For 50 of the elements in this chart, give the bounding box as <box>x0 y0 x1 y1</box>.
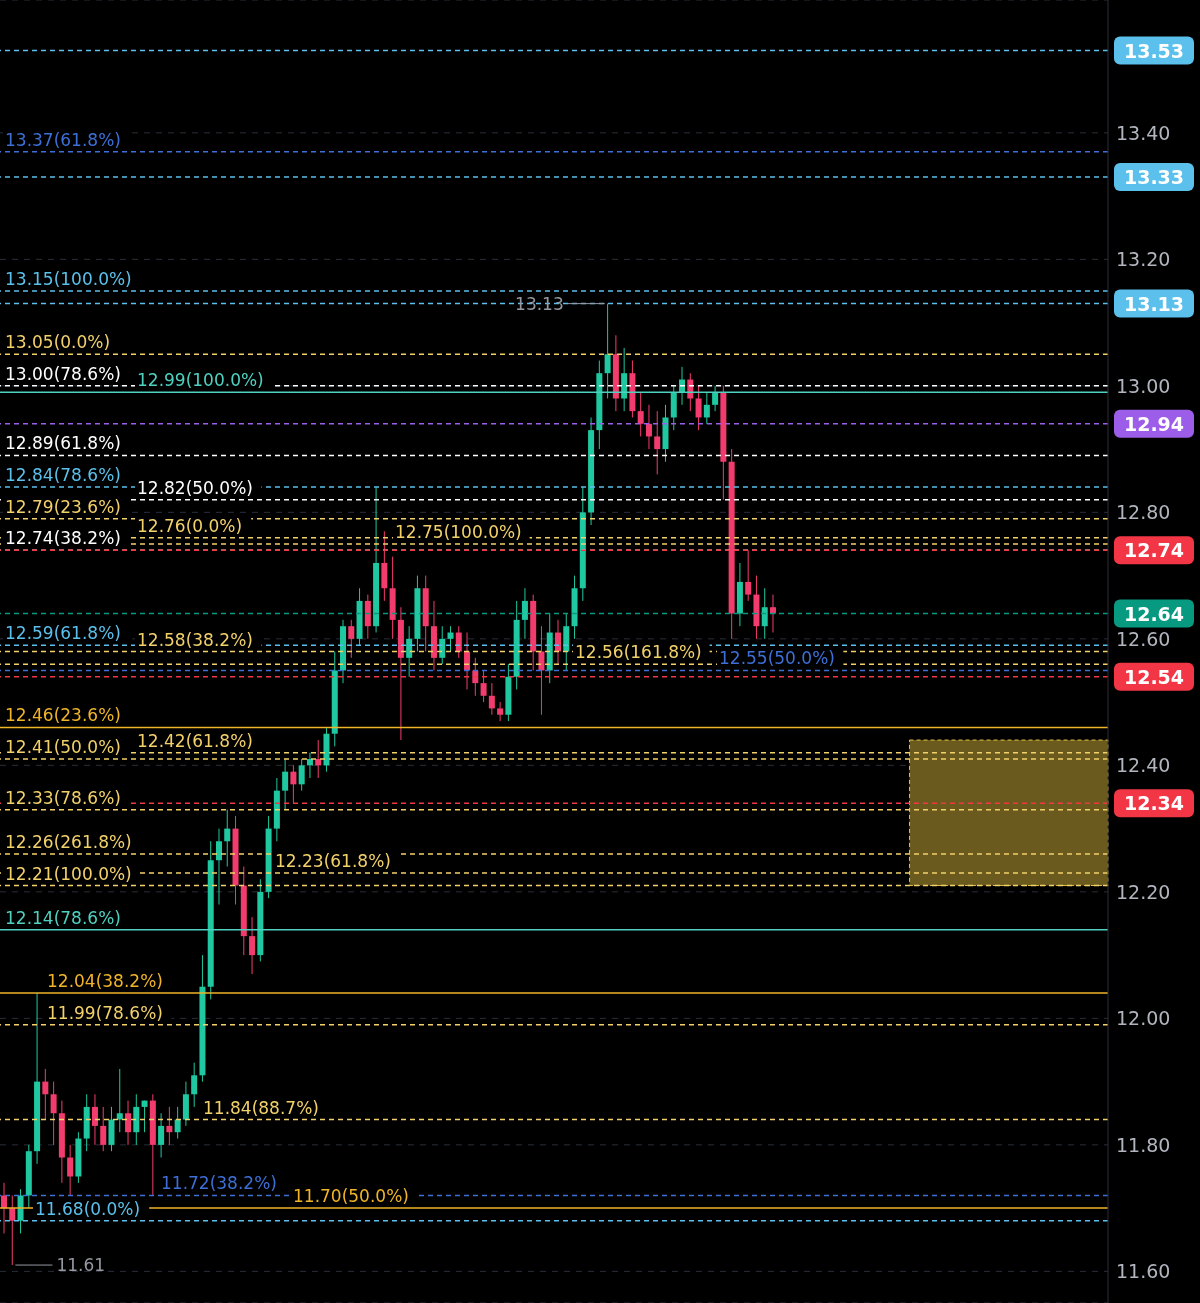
y-tick-label: 13.20 <box>1116 248 1171 271</box>
ref-line-label: 12.34 <box>1123 792 1185 815</box>
ref-line-label: 13.53 <box>1123 39 1185 62</box>
ref-line-label: 12.14(78.6%) <box>5 907 121 928</box>
ref-line-label: 12.74(38.2%) <box>5 528 121 549</box>
y-tick-label: 12.60 <box>1116 627 1171 650</box>
ref-line-label: 12.56(161.8%) <box>575 642 702 663</box>
ref-line-label: 12.46(23.6%) <box>5 705 121 726</box>
ref-line-label: 12.04(38.2%) <box>47 971 163 992</box>
ref-line-label: 12.59(61.8%) <box>5 623 121 644</box>
ref-line-label: 11.70(50.0%) <box>293 1186 409 1207</box>
ref-line-label: 12.79(23.6%) <box>5 496 121 517</box>
ref-line-label: 12.64 <box>1123 602 1185 625</box>
ref-line-label: 12.89(61.8%) <box>5 433 121 454</box>
y-tick-label: 12.80 <box>1116 501 1171 524</box>
ref-line-label: 12.82(50.0%) <box>137 477 253 498</box>
y-tick-label: 11.80 <box>1116 1133 1171 1156</box>
ref-line-label: 12.26(261.8%) <box>5 831 132 852</box>
ref-line-label: 11.68(0.0%) <box>35 1198 141 1219</box>
ref-line-label: 12.33(78.6%) <box>5 787 121 808</box>
ref-line-label: 13.33 <box>1123 166 1185 189</box>
y-tick-label: 12.00 <box>1116 1007 1171 1030</box>
y-tick-label: 12.20 <box>1116 880 1171 903</box>
ref-line-label: 12.41(50.0%) <box>5 737 121 758</box>
ref-line-label: 13.15(100.0%) <box>5 268 132 289</box>
ref-line-label: 11.72(38.2%) <box>161 1173 277 1194</box>
ref-line-label: 11.99(78.6%) <box>47 1002 163 1023</box>
ref-line-label: 13.00(78.6%) <box>5 363 121 384</box>
y-tick-label: 13.40 <box>1116 121 1171 144</box>
annotation: 11.61 <box>56 1255 106 1276</box>
y-tick-label: 11.60 <box>1116 1260 1171 1283</box>
ref-line-label: 11.84(88.7%) <box>203 1097 319 1118</box>
ref-line-label: 12.75(100.0%) <box>395 521 522 542</box>
ref-line-label: 12.55(50.0%) <box>719 648 835 669</box>
ref-line-label: 12.42(61.8%) <box>137 730 253 751</box>
ref-line-label: 12.94 <box>1123 412 1185 435</box>
ref-line-label: 13.05(0.0%) <box>5 332 111 353</box>
ref-line-label: 12.99(100.0%) <box>137 370 264 391</box>
ref-line-label: 12.76(0.0%) <box>137 515 243 536</box>
ref-line-label: 13.37(61.8%) <box>5 129 121 150</box>
y-tick-label: 12.40 <box>1116 754 1171 777</box>
ref-line-label: 13.13 <box>1123 292 1185 315</box>
ref-line-label: 12.74 <box>1123 539 1185 562</box>
ref-line-label: 12.23(61.8%) <box>275 850 391 871</box>
annotation: 13.13 <box>515 293 564 314</box>
y-tick-label: 13.00 <box>1116 374 1171 397</box>
ref-line-label: 12.21(100.0%) <box>5 863 132 884</box>
ref-line-label: 12.54 <box>1123 665 1185 688</box>
ref-line-label: 12.58(38.2%) <box>137 629 253 650</box>
ref-line-label: 12.84(78.6%) <box>5 465 121 486</box>
